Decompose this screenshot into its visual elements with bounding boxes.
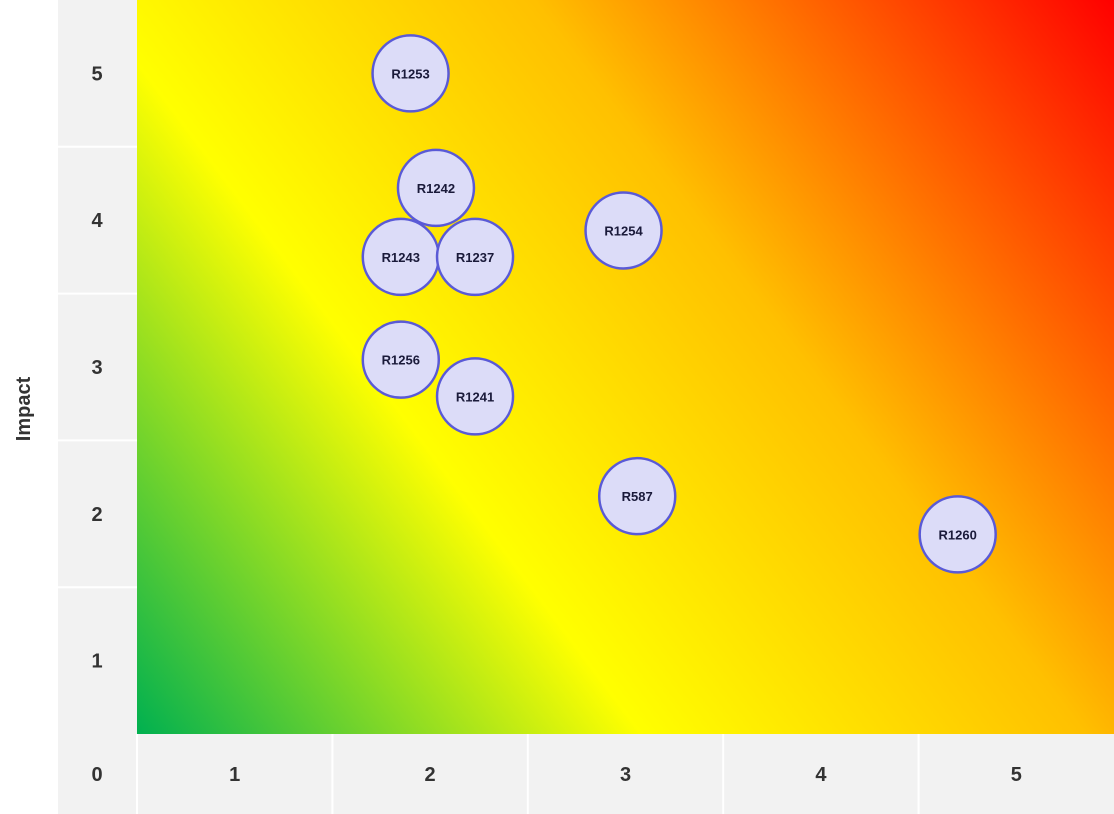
y-axis-band bbox=[58, 0, 137, 814]
data-point-label: R1242 bbox=[417, 181, 455, 196]
data-point-bubble[interactable] bbox=[584, 191, 663, 270]
data-point-r1254[interactable]: R1254 bbox=[584, 191, 663, 270]
y-tick-label: 4 bbox=[91, 210, 103, 232]
data-point-label: R1260 bbox=[939, 527, 977, 542]
data-point-r1241[interactable]: R1241 bbox=[435, 357, 515, 436]
x-tick-label: 3 bbox=[620, 764, 631, 786]
heat-plot-area bbox=[137, 0, 1114, 734]
x-tick-label: 5 bbox=[1011, 764, 1022, 786]
data-point-label: R1243 bbox=[382, 250, 420, 265]
x-tick-label: 4 bbox=[815, 764, 827, 786]
data-point-label: R1256 bbox=[382, 353, 420, 368]
y-tick-label: 3 bbox=[91, 357, 102, 379]
data-point-r1260[interactable]: R1260 bbox=[918, 495, 997, 574]
data-point-r1256[interactable]: R1256 bbox=[361, 320, 441, 399]
data-point-r587[interactable]: R587 bbox=[597, 456, 677, 536]
x-ticks: 1 2 3 4 5 bbox=[229, 764, 1022, 786]
data-point-label: R1254 bbox=[604, 223, 643, 238]
data-point-r1237[interactable]: R1237 bbox=[435, 217, 515, 297]
grid-lines bbox=[58, 145, 920, 814]
data-point-bubble[interactable] bbox=[435, 217, 515, 297]
y-ticks: 1 2 3 4 5 bbox=[91, 63, 103, 672]
y-tick-label: 5 bbox=[91, 63, 102, 85]
x-axis-band bbox=[58, 734, 1114, 814]
data-points: R1253 R1242 R1243 R1237 R1254 R1256 R1241 R587 R… bbox=[361, 34, 997, 574]
data-point-bubble[interactable] bbox=[435, 357, 515, 436]
data-point-bubble[interactable] bbox=[918, 495, 997, 574]
data-point-label: R1237 bbox=[456, 250, 494, 265]
data-point-r1253[interactable]: R1253 bbox=[371, 34, 450, 113]
data-point-label: R1253 bbox=[391, 66, 429, 81]
data-point-r1242[interactable]: R1242 bbox=[396, 148, 476, 228]
y-tick-label: 2 bbox=[91, 504, 102, 526]
data-point-label: R587 bbox=[622, 489, 653, 504]
data-point-label: R1241 bbox=[456, 389, 494, 404]
data-point-bubble[interactable] bbox=[361, 320, 441, 399]
y-axis-label: Impact bbox=[13, 376, 35, 442]
data-point-bubble[interactable] bbox=[396, 148, 476, 228]
corner-tick-label: 0 bbox=[91, 764, 102, 786]
x-tick-label: 1 bbox=[229, 764, 240, 786]
y-tick-label: 1 bbox=[91, 651, 102, 673]
data-point-bubble[interactable] bbox=[597, 456, 677, 536]
x-tick-label: 2 bbox=[425, 764, 436, 786]
data-point-bubble[interactable] bbox=[371, 34, 450, 113]
data-point-r1243[interactable]: R1243 bbox=[361, 217, 441, 297]
